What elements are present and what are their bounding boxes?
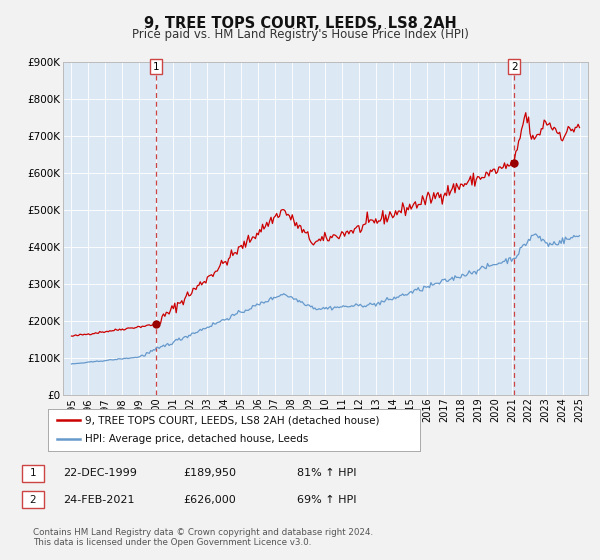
Text: 1: 1	[29, 468, 37, 478]
Text: 2: 2	[29, 494, 37, 505]
Text: Contains HM Land Registry data © Crown copyright and database right 2024.
This d: Contains HM Land Registry data © Crown c…	[33, 528, 373, 547]
Text: 81% ↑ HPI: 81% ↑ HPI	[297, 468, 356, 478]
Text: 22-DEC-1999: 22-DEC-1999	[63, 468, 137, 478]
Text: 69% ↑ HPI: 69% ↑ HPI	[297, 494, 356, 505]
Text: £626,000: £626,000	[183, 494, 236, 505]
Text: 2: 2	[511, 62, 518, 72]
Text: Price paid vs. HM Land Registry's House Price Index (HPI): Price paid vs. HM Land Registry's House …	[131, 28, 469, 41]
Text: £189,950: £189,950	[183, 468, 236, 478]
Text: 1: 1	[152, 62, 159, 72]
Text: 9, TREE TOPS COURT, LEEDS, LS8 2AH: 9, TREE TOPS COURT, LEEDS, LS8 2AH	[143, 16, 457, 31]
Text: 24-FEB-2021: 24-FEB-2021	[63, 494, 134, 505]
Text: HPI: Average price, detached house, Leeds: HPI: Average price, detached house, Leed…	[85, 435, 308, 445]
Text: 9, TREE TOPS COURT, LEEDS, LS8 2AH (detached house): 9, TREE TOPS COURT, LEEDS, LS8 2AH (deta…	[85, 415, 380, 425]
